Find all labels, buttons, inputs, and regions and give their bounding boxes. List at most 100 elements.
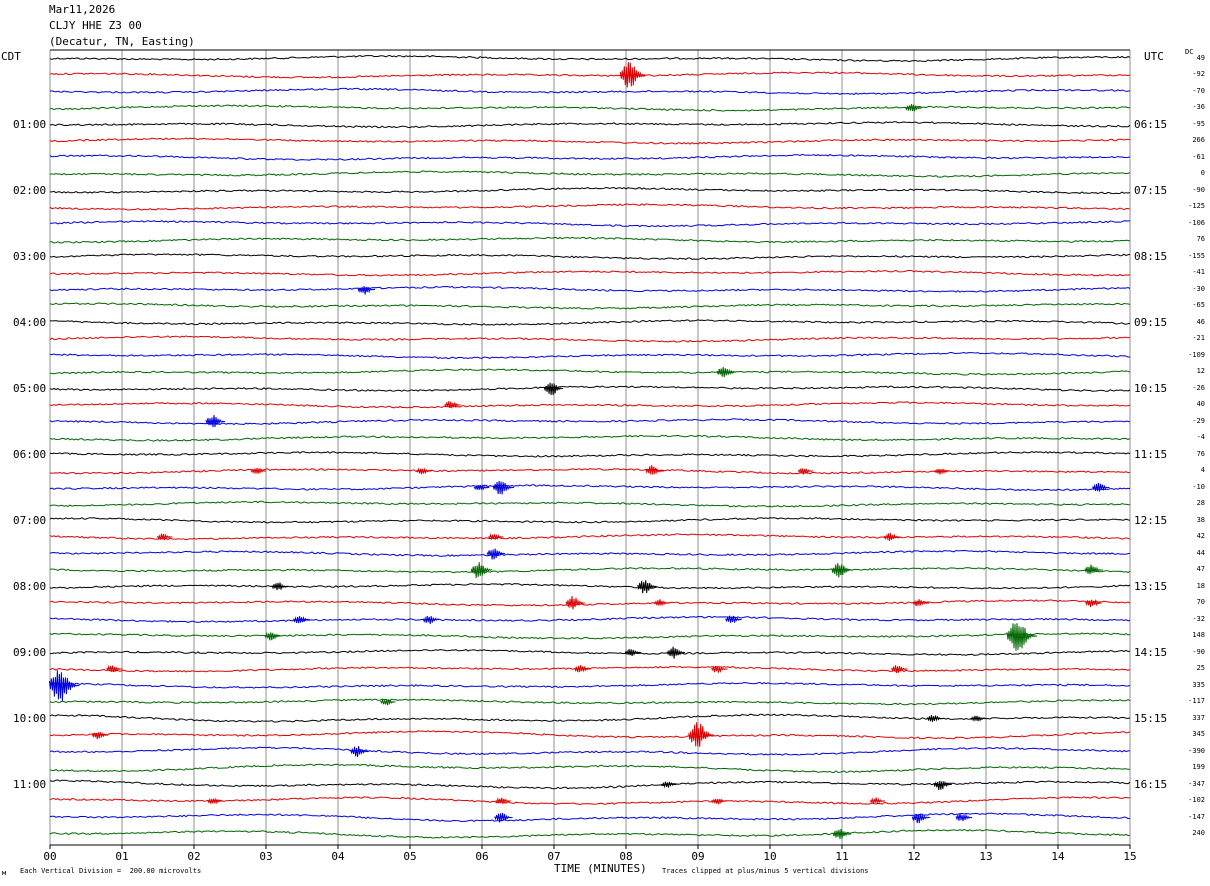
event-burst-41 xyxy=(927,715,944,722)
left-time-label: 08:00 xyxy=(13,579,47,593)
dc-offset: -21 xyxy=(1192,334,1205,342)
dc-offset: -155 xyxy=(1188,251,1205,260)
trace-row-20 xyxy=(49,385,1131,392)
dc-offset: -92 xyxy=(1192,70,1205,78)
left-time-label: 02:00 xyxy=(13,183,47,197)
event-burst-43 xyxy=(91,731,109,740)
dc-offset: 25 xyxy=(1196,664,1205,672)
dc-offset: -41 xyxy=(1192,268,1205,276)
corner-mark: м xyxy=(2,869,7,877)
header-station: CLJY HHE Z3 00 xyxy=(49,19,142,32)
dc-offset: -125 xyxy=(1188,202,1205,210)
trace-row-44 xyxy=(49,779,1131,790)
right-time-label: 16:15 xyxy=(1134,777,1168,791)
left-time-label: 06:00 xyxy=(13,447,47,461)
dc-offset: 345 xyxy=(1192,730,1205,738)
trace-row-25 xyxy=(49,468,1131,475)
trace-row-27 xyxy=(49,500,1131,508)
dc-offset: -30 xyxy=(1192,284,1205,293)
x-tick-label-05: 05 xyxy=(403,850,416,863)
trace-row-23 xyxy=(49,434,1131,442)
x-tick-label-14: 14 xyxy=(1051,850,1065,863)
dc-offset: 44 xyxy=(1196,548,1205,557)
event-burst-3 xyxy=(716,366,737,378)
dc-offset: -61 xyxy=(1192,152,1205,161)
x-tick-label-03: 03 xyxy=(259,850,272,863)
event-burst-7 xyxy=(250,467,267,475)
x-tick-label-00: 00 xyxy=(43,850,56,863)
dc-header-label: DC xyxy=(1185,48,1194,56)
dc-offset: 49 xyxy=(1196,53,1205,62)
event-burst-10 xyxy=(797,467,814,475)
dc-offset: -32 xyxy=(1192,614,1205,623)
x-tick-label-12: 12 xyxy=(907,850,920,863)
dc-offset: 0 xyxy=(1200,169,1205,177)
event-burst-52 xyxy=(494,812,513,823)
event-burst-51 xyxy=(869,797,886,804)
seismic-traces xyxy=(49,54,1131,839)
event-burst-24 xyxy=(565,595,586,610)
event-burst-46 xyxy=(660,781,677,789)
trace-row-15 xyxy=(49,302,1131,310)
dc-offset: 76 xyxy=(1196,235,1205,243)
left-time-label: 09:00 xyxy=(13,645,47,659)
x-tick-label-09: 09 xyxy=(691,850,704,863)
event-burst-6 xyxy=(205,414,226,428)
minute-gridlines xyxy=(49,49,1131,845)
trace-row-41 xyxy=(49,730,1131,740)
trace-row-9 xyxy=(49,203,1131,211)
trace-row-21 xyxy=(49,401,1131,409)
left-time-label: 10:00 xyxy=(13,711,47,725)
x-tick-label-06: 06 xyxy=(475,850,488,863)
dc-offset: -29 xyxy=(1192,416,1205,425)
x-tick-label-15: 15 xyxy=(1123,850,1136,863)
event-burst-39 xyxy=(48,670,80,702)
event-burst-13 xyxy=(492,480,515,495)
dc-offset: 199 xyxy=(1192,763,1205,771)
trace-row-39 xyxy=(49,698,1131,706)
right-time-label: 13:15 xyxy=(1134,579,1168,593)
left-time-label: 03:00 xyxy=(13,249,47,263)
right-time-label: 10:15 xyxy=(1134,381,1168,395)
trace-row-12 xyxy=(49,253,1131,261)
trace-row-5 xyxy=(49,137,1131,145)
event-burst-5 xyxy=(444,401,461,409)
event-burst-2 xyxy=(357,286,376,295)
event-burst-16 xyxy=(488,533,504,541)
trace-row-8 xyxy=(50,186,1131,195)
left-time-label: 01:00 xyxy=(13,117,47,131)
right-timezone-label: UTC xyxy=(1144,50,1164,63)
scale-note: Each Vertical Division = 200.00 microvol… xyxy=(20,867,202,875)
event-burst-11 xyxy=(934,468,951,475)
trace-row-45 xyxy=(49,796,1131,806)
dc-offset: -95 xyxy=(1192,119,1205,128)
x-axis-title: TIME (MINUTES) xyxy=(554,862,647,875)
trace-row-42 xyxy=(49,746,1130,756)
event-burst-28 xyxy=(293,616,310,624)
trace-row-1 xyxy=(49,71,1131,79)
clip-note: Traces clipped at plus/minus 5 vertical … xyxy=(662,867,869,875)
event-bursts xyxy=(48,62,1110,840)
event-burst-53 xyxy=(911,813,931,824)
event-burst-22 xyxy=(271,582,289,591)
trace-row-31 xyxy=(49,567,1131,574)
dc-offset: -70 xyxy=(1192,86,1205,95)
trace-row-28 xyxy=(49,517,1131,524)
header-location: (Decatur, TN, Easting) xyxy=(49,35,195,48)
x-tick-label-07: 07 xyxy=(547,850,560,863)
trace-row-22 xyxy=(49,418,1131,426)
event-burst-38 xyxy=(891,665,908,674)
event-burst-45 xyxy=(350,746,369,757)
dc-offset: 40 xyxy=(1196,400,1205,408)
dc-offset: -90 xyxy=(1192,185,1205,194)
event-burst-35 xyxy=(106,664,123,673)
left-time-label: 04:00 xyxy=(13,315,47,329)
trace-row-24 xyxy=(49,451,1131,458)
event-burst-19 xyxy=(470,562,493,578)
left-time-label: 07:00 xyxy=(13,513,47,527)
dc-offset: 337 xyxy=(1192,713,1205,722)
dc-offset: 335 xyxy=(1192,680,1205,689)
event-burst-12 xyxy=(473,483,490,491)
dc-offset: -36 xyxy=(1192,103,1205,111)
trace-row-43 xyxy=(49,763,1131,774)
